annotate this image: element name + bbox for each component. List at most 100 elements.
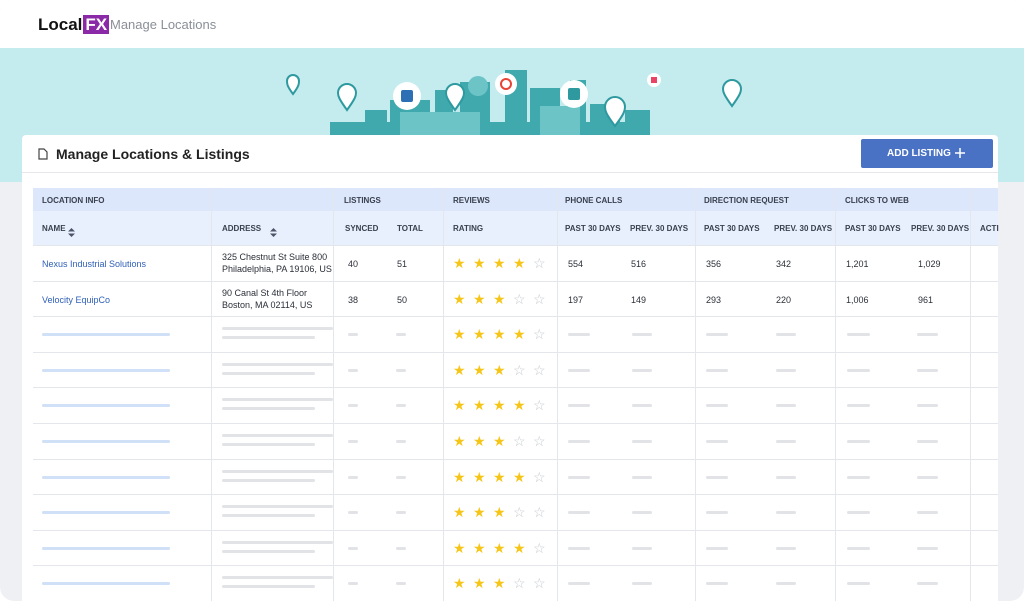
column-header: PREV. 30 DAYS [630,224,689,233]
clicks-past: 1,201 [846,259,869,269]
star: ★ [493,361,506,378]
add-listing-button[interactable]: ADD LISTING [861,139,993,168]
group-header: LOCATION INFO [42,196,105,205]
column-divider [970,188,971,601]
skeleton-value [706,368,728,372]
skeleton-value [568,440,590,443]
skeleton-name [42,475,170,479]
skeleton-value [706,511,728,515]
location-name[interactable]: Nexus Industrial Solutions [42,259,147,269]
group-header-bg [33,188,998,211]
star: ★ [493,468,506,485]
star: ☆ [533,504,546,521]
star: ★ [453,468,466,485]
column-header: PAST 30 DAYS [704,224,760,233]
star: ★ [473,504,486,521]
skeleton-value [847,368,870,372]
star: ★ [513,468,526,485]
column-header: ACTI [980,224,999,233]
skeleton-value [847,333,870,337]
skeleton-address [222,398,333,402]
column-divider [835,188,836,601]
star: ★ [453,575,466,592]
column-divider [557,188,558,601]
skeleton-value [847,582,870,586]
row-divider [33,280,998,282]
skeleton-value [706,333,728,337]
star: ★ [493,326,506,343]
skeleton-value [776,333,796,337]
star: ★ [493,290,506,307]
sort-icon[interactable] [68,224,75,237]
star: ★ [473,468,486,485]
skeleton-name [42,368,170,372]
skeleton-value [568,582,590,586]
skeleton-value [348,440,358,443]
row-divider [33,423,998,424]
divider [22,172,998,173]
logo[interactable]: Local FX [38,15,110,35]
skeleton-value [917,440,938,443]
direction-prev: 220 [776,294,792,305]
column-header: PREV. 30 DAYS [911,224,970,233]
star: ★ [493,539,506,556]
row-divider [33,494,998,496]
skeleton-value [396,333,406,337]
skeleton-value [396,582,406,586]
row-divider [33,529,998,531]
column-header-bg [33,211,998,245]
skeleton-value [348,475,358,479]
skeleton-address [222,576,333,580]
skeleton-value [847,511,870,515]
skeleton-name [42,404,170,408]
group-header: PHONE CALLS [565,196,623,205]
logo-badge: FX [83,15,110,34]
star: ☆ [513,433,526,449]
skeleton-value [348,404,358,408]
row-divider [33,316,998,318]
skeleton-name [42,582,170,586]
star: ★ [453,361,466,378]
skeleton-value [632,404,652,408]
logo-text: Local [38,15,83,34]
skeleton-value [917,404,938,408]
star: ★ [453,433,466,449]
doc-icon [38,148,48,160]
direction-past: 356 [706,259,722,269]
plus-icon [955,148,965,158]
star: ★ [513,255,526,271]
star: ☆ [533,361,546,378]
skeleton-value [568,404,590,408]
skeleton-value [776,582,796,586]
column-divider [333,188,334,601]
star: ☆ [533,290,546,307]
skeleton-value [632,511,652,515]
skeleton-address [222,478,315,482]
phone-prev: 516 [631,259,647,269]
location-name[interactable]: Velocity EquipCo [42,294,111,305]
star: ★ [473,326,486,343]
address-line: 90 Canal St 4th Floor [222,287,308,298]
sort-icon[interactable] [270,224,277,237]
skeleton-value [396,511,406,515]
column-header: ADDRESS [222,224,262,233]
skeleton-value [348,333,358,337]
skeleton-value [776,368,796,372]
star: ★ [473,539,486,556]
skeleton-address [222,327,333,331]
skeleton-value [847,475,870,479]
skeleton-address [222,585,315,589]
phone-past: 197 [568,294,584,305]
skeleton-value [917,475,938,479]
group-header: LISTINGS [344,196,381,205]
column-header: TOTAL [397,224,423,233]
column-header: NAME [42,224,66,233]
skeleton-address [222,540,333,544]
total: 50 [397,294,408,305]
star: ★ [493,433,506,449]
column-divider [443,188,444,601]
top-bar [0,0,1024,48]
star: ★ [493,575,506,592]
skeleton-value [847,404,870,408]
